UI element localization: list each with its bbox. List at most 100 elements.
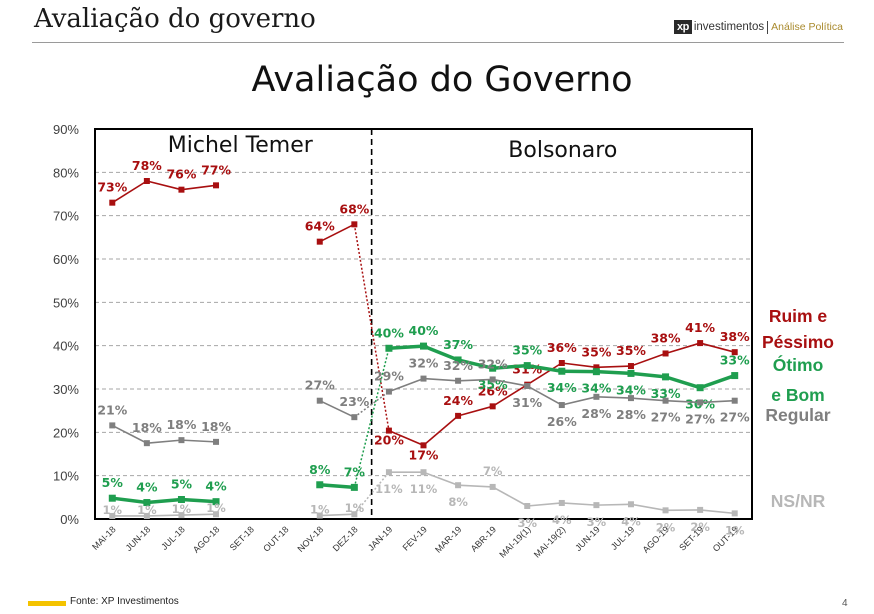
timo-e-bom-point xyxy=(627,369,635,377)
ruim-e-p-ssimo-line-segment xyxy=(111,180,148,204)
page-number: 4 xyxy=(842,598,848,609)
timo-e-bom-point xyxy=(696,384,704,392)
regular-point xyxy=(420,375,427,382)
x-tick-label: JUL-19 xyxy=(609,524,637,552)
timo-e-bom-data-label: 34% xyxy=(547,380,577,395)
ruim-e-p-ssimo-line-segment xyxy=(561,362,597,369)
x-tick-label: JAN-19 xyxy=(366,524,394,552)
ns-nr-point xyxy=(489,483,496,490)
slide-title: Avaliação do governo xyxy=(34,4,316,34)
timo-e-bom-data-label: 5% xyxy=(171,477,193,492)
ruim-e-p-ssimo-point xyxy=(178,186,185,193)
ruim-e-p-ssimo-point xyxy=(558,360,565,366)
ns-nr-point xyxy=(420,469,427,476)
x-tick-label: MAR-19 xyxy=(433,524,463,554)
x-tick-label: SET-18 xyxy=(228,524,256,552)
ruim-e-p-ssimo-legend-label: Péssimo xyxy=(762,332,834,352)
ns-nr-line-segment xyxy=(527,502,562,507)
y-tick-label: 80% xyxy=(53,165,79,180)
timo-e-bom-data-label: 8% xyxy=(309,462,331,477)
timo-e-bom-line-segment xyxy=(388,344,424,351)
x-tick-label: JUN-18 xyxy=(124,524,153,553)
regular-point xyxy=(109,422,116,429)
regular-line-segment xyxy=(700,399,735,404)
ns-nr-data-label: 1% xyxy=(345,501,365,515)
timo-e-bom-point xyxy=(454,356,462,364)
regular-point xyxy=(731,397,738,404)
regular-data-label: 21% xyxy=(97,402,127,417)
ruim-e-p-ssimo-line-segment xyxy=(665,342,701,355)
ns-nr-point xyxy=(143,512,150,519)
regular-data-label: 18% xyxy=(132,420,162,435)
timo-e-bom-data-label: 33% xyxy=(720,353,750,368)
ns-nr-point xyxy=(316,512,323,519)
x-tick-label: FEV-19 xyxy=(401,524,429,552)
regular-point xyxy=(351,414,358,421)
timo-e-bom-data-label: 37% xyxy=(443,337,473,352)
ns-nr-data-label: 1% xyxy=(137,503,157,517)
chart-title: Avaliação do Governo xyxy=(251,60,633,100)
ns-nr-point xyxy=(455,482,462,489)
regular-line-segment xyxy=(423,377,459,382)
regular-line-segment xyxy=(353,390,390,418)
regular-line-segment xyxy=(630,397,666,402)
ns-nr-data-label: 8% xyxy=(448,495,468,509)
header-divider xyxy=(32,42,844,43)
ruim-e-p-ssimo-point xyxy=(593,364,600,371)
ruim-e-p-ssimo-point xyxy=(697,340,704,347)
timo-e-bom-point xyxy=(731,372,739,380)
footer-source: Fonte: XP Investimentos xyxy=(70,596,179,607)
regular-line-segment xyxy=(561,396,597,406)
ruim-e-p-ssimo-data-label: 64% xyxy=(305,219,335,234)
logo-brand: investimentos xyxy=(693,21,765,33)
regular-line-segment xyxy=(492,378,528,387)
x-tick-label: ABR-19 xyxy=(469,524,498,553)
ns-nr-point xyxy=(558,499,565,506)
regular-point xyxy=(524,382,531,389)
regular-data-label: 27% xyxy=(651,410,681,425)
regular-data-label: 23% xyxy=(339,394,369,409)
ruim-e-p-ssimo-line-segment xyxy=(353,224,390,431)
ruim-e-p-ssimo-line-segment xyxy=(146,180,182,191)
timo-e-bom-line-segment xyxy=(596,369,632,376)
plot-frame xyxy=(94,128,753,520)
ruim-e-p-ssimo-point xyxy=(109,199,116,206)
timo-e-bom-point xyxy=(523,362,531,370)
regular-data-label: 18% xyxy=(201,419,231,434)
x-tick-label: OUT-18 xyxy=(261,524,290,553)
regular-point xyxy=(489,376,496,383)
ns-nr-data-label: 2% xyxy=(656,520,676,534)
regular-data-label: 18% xyxy=(166,417,196,432)
regular-point xyxy=(385,388,392,395)
y-tick-label: 70% xyxy=(53,209,79,224)
ruim-e-p-ssimo-data-label: 77% xyxy=(201,162,231,177)
ruim-e-p-ssimo-line-segment xyxy=(319,223,355,243)
regular-data-label: 27% xyxy=(720,410,750,425)
timo-e-bom-point xyxy=(489,364,497,372)
timo-e-bom-line-segment xyxy=(457,358,494,370)
ruim-e-p-ssimo-data-label: 35% xyxy=(581,344,611,359)
footer-accent-bar xyxy=(28,601,66,606)
ns-nr-data-label: 3% xyxy=(587,515,607,529)
regular-data-label: 32% xyxy=(409,356,439,371)
regular-line-segment xyxy=(111,424,148,444)
x-tick-label: DEZ-18 xyxy=(331,524,360,553)
ns-nr-data-label: 1% xyxy=(310,503,330,517)
regular-point xyxy=(697,399,704,406)
timo-e-bom-line-segment xyxy=(146,497,182,505)
ns-nr-point xyxy=(109,512,116,519)
ruim-e-p-ssimo-line-segment xyxy=(596,365,632,369)
timo-e-bom-data-label: 7% xyxy=(344,464,366,479)
ns-nr-line-segment xyxy=(181,513,217,516)
regular-line-segment xyxy=(146,439,182,444)
timo-e-bom-data-label: 34% xyxy=(616,382,646,397)
ruim-e-p-ssimo-point xyxy=(420,442,427,449)
ns-nr-data-label: 3% xyxy=(517,516,537,530)
ns-nr-point xyxy=(524,503,531,509)
ruim-e-p-ssimo-point xyxy=(351,221,358,228)
regular-line-segment xyxy=(526,385,563,406)
timo-e-bom-line-segment xyxy=(112,496,148,505)
ns-nr-point xyxy=(731,510,738,517)
ns-nr-point xyxy=(593,502,600,509)
timo-e-bom-line-segment xyxy=(526,363,563,373)
